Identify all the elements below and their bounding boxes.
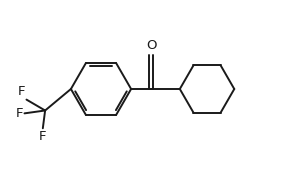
Text: F: F <box>16 107 23 120</box>
Text: F: F <box>18 85 25 98</box>
Text: F: F <box>39 130 47 143</box>
Text: O: O <box>146 39 156 52</box>
